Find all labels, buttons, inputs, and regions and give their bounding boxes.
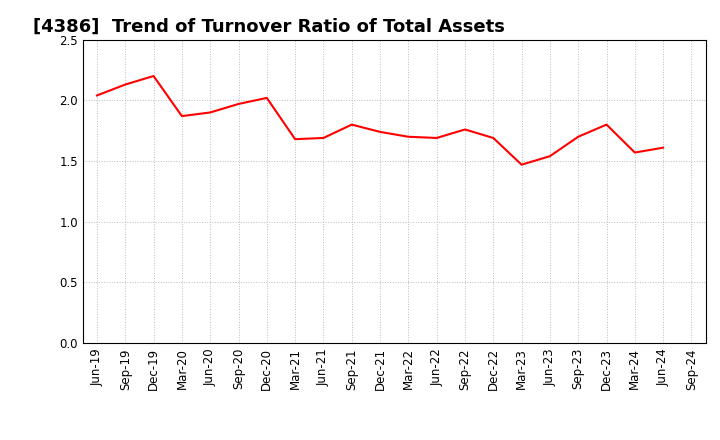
Text: [4386]  Trend of Turnover Ratio of Total Assets: [4386] Trend of Turnover Ratio of Total … [33,17,505,35]
